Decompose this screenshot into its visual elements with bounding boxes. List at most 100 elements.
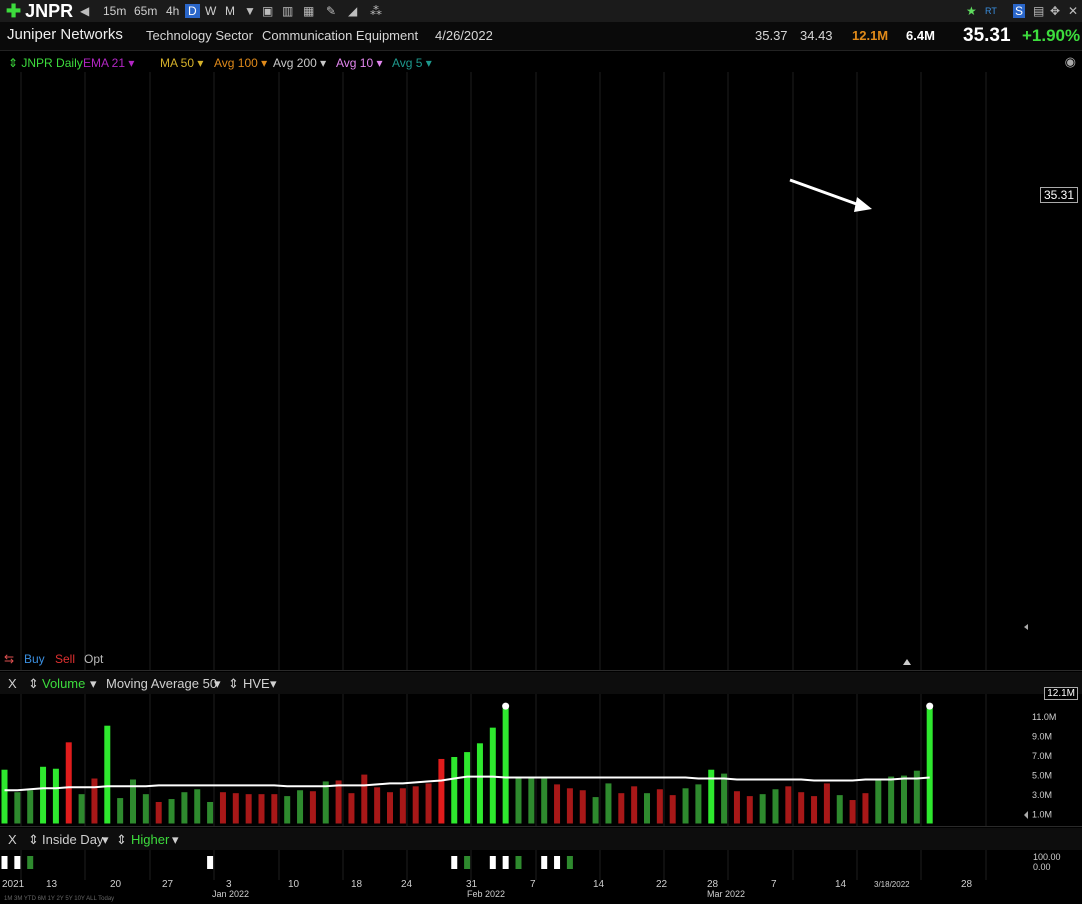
pane-divider[interactable] (0, 670, 1082, 671)
x-tick-label: 20 (110, 879, 122, 890)
volume-bar (669, 795, 676, 824)
buy-button[interactable]: Buy (24, 652, 45, 666)
volume-bar (309, 791, 316, 824)
price-chart[interactable]: 31.0032.0033.0034.0035.0036.00 (0, 72, 1082, 670)
inside-day-marker (541, 856, 548, 869)
pane-divider[interactable] (0, 826, 1082, 827)
timeframe-4h[interactable]: 4h (166, 4, 180, 18)
updown-icon[interactable]: ⇕ (28, 832, 39, 847)
volume-bar (464, 752, 471, 824)
volume-bar (438, 758, 445, 824)
chevron-down-icon[interactable]: ▾ (102, 832, 109, 847)
volume-bar (425, 783, 432, 824)
legend-item[interactable]: Avg 100 ▾ (214, 56, 268, 70)
close-icon[interactable]: ✕ (1068, 4, 1079, 18)
higher-label[interactable]: Higher (131, 832, 170, 847)
volume-bar (374, 787, 381, 824)
hve-label[interactable]: HVE (243, 676, 270, 691)
volume-bar (631, 786, 638, 824)
chevron-down-icon[interactable]: ▾ (90, 676, 97, 691)
volume-bar (823, 783, 830, 824)
x-tick-label: 3/18/2022 (874, 880, 910, 889)
timeframe-m[interactable]: M (225, 4, 235, 18)
volume-bar (194, 789, 201, 824)
x-tick-label: 31 (466, 879, 478, 890)
timeframe-w[interactable]: W (205, 4, 217, 18)
legend-item[interactable]: Avg 200 ▾ (273, 56, 327, 70)
volume-label[interactable]: Volume (42, 676, 86, 691)
legend-item[interactable]: EMA 21 ▾ (83, 56, 135, 70)
hve-marker (926, 702, 934, 710)
volume-bar (644, 793, 650, 824)
annotation-arrow-head (854, 197, 872, 212)
chevron-down-icon[interactable]: ▾ (172, 832, 179, 847)
quote-date: 4/26/2022 (435, 28, 493, 43)
volume-bar (412, 786, 419, 824)
chevron-down-icon[interactable]: ▼ (244, 4, 256, 18)
inside-day-label[interactable]: Inside Day (42, 832, 104, 847)
notes-icon[interactable]: ◢ (348, 4, 358, 18)
volume-bar (541, 778, 548, 824)
volume-bar (361, 774, 368, 824)
legend-item[interactable]: Avg 10 ▾ (336, 56, 383, 70)
symbol-label: JNPR (25, 1, 74, 21)
close-volume-pane[interactable]: X (8, 676, 17, 691)
volume-ma-label[interactable]: Moving Average 50 (106, 676, 218, 691)
quote-avg-volume: 6.4M (906, 28, 935, 43)
chevron-down-icon[interactable]: ▾ (214, 676, 221, 691)
add-symbol-icon[interactable]: ✚ (6, 1, 22, 21)
move-icon[interactable]: ✥ (1050, 4, 1061, 18)
month-label: Feb 2022 (467, 889, 505, 899)
volume-bar (772, 789, 779, 824)
timeframe-15m[interactable]: 15m (103, 4, 127, 18)
save-icon[interactable]: ▤ (1033, 4, 1045, 18)
x-tick-label: 14 (593, 879, 605, 890)
volume-bar (926, 705, 933, 824)
x-tick-label: 22 (656, 879, 668, 890)
volume-chart[interactable]: 1.0M 3.0M 5.0M 7.0M 9.0M 11.0M (0, 694, 1082, 826)
trade-icon[interactable]: ⇆ (4, 652, 15, 666)
sector: Technology Sector (146, 28, 253, 43)
volume-bar (798, 792, 805, 824)
volume-bar (746, 796, 753, 824)
x-tick-label: 18 (351, 879, 363, 890)
updown-icon[interactable]: ⇕ (28, 676, 39, 691)
star-icon[interactable]: ★ (966, 4, 977, 18)
speaker-icon[interactable]: ◀ (80, 4, 90, 18)
x-tick-label: 3 (226, 879, 232, 890)
pencil-icon[interactable]: ✎ (326, 4, 337, 18)
inside-day-marker (207, 856, 214, 869)
options-button[interactable]: Opt (84, 652, 104, 666)
updown-icon[interactable]: ⇕ (116, 832, 127, 847)
chevron-down-icon[interactable]: ▾ (270, 676, 277, 691)
volume-bar (721, 773, 728, 824)
inside-day-marker (451, 856, 458, 869)
y-tick-label: 3.0M (1032, 790, 1052, 800)
share-icon[interactable]: ⁂ (370, 4, 382, 18)
calculator-icon[interactable]: ▦ (303, 4, 315, 18)
volume-bar (888, 776, 895, 824)
close-inside-pane[interactable]: X (8, 832, 17, 847)
volume-bar (40, 766, 47, 824)
timeframe-d[interactable]: D (185, 4, 200, 18)
s-icon[interactable]: S (1013, 4, 1026, 18)
volume-bar (27, 790, 34, 824)
volume-bar (618, 793, 625, 824)
inside-day-chart[interactable]: 100.000.00 2021 13 20 27 3 10 18 24 31 7 14 22 28 7 14 3… (0, 850, 1082, 904)
range-selector[interactable]: 1M 3M YTD 6M 1Y 2Y 5Y 10Y ALL Today (4, 896, 115, 902)
updown-icon[interactable]: ⇕ (228, 676, 239, 691)
bars-icon[interactable]: ▥ (282, 4, 294, 18)
legend-item[interactable]: Avg 5 ▾ (392, 56, 432, 70)
timeframe-65m[interactable]: 65m (134, 4, 158, 18)
legend-item[interactable]: MA 50 ▾ (160, 56, 204, 70)
sell-button[interactable]: Sell (55, 652, 76, 666)
palette-icon[interactable]: ◉ (1064, 54, 1076, 69)
symbol-box[interactable]: ✚ JNPR (6, 1, 73, 22)
realtime-icon[interactable]: RT (985, 6, 997, 16)
volume-bar (387, 792, 393, 824)
volume-bar (297, 790, 304, 824)
x-tick-label: 7 (771, 879, 777, 890)
legend-item[interactable]: ⇕ JNPR Daily (8, 56, 83, 70)
tick-marker (1024, 624, 1028, 630)
chart-type-icon[interactable]: ▣ (262, 4, 274, 18)
